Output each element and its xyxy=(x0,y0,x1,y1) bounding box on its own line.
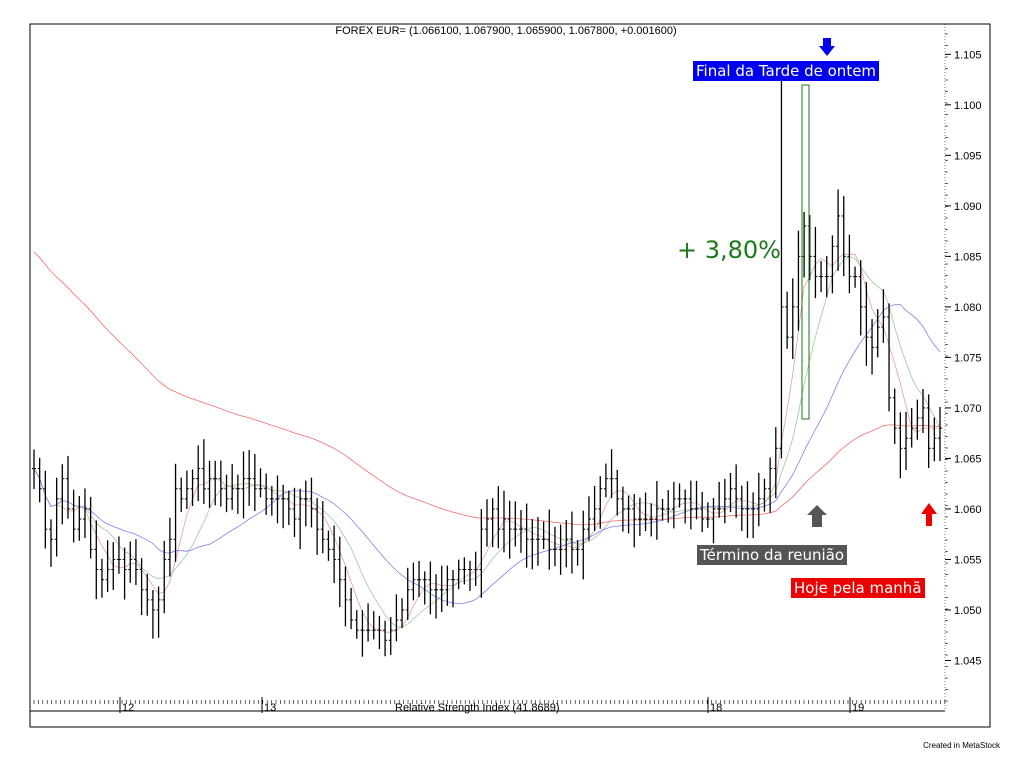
label-final-da-tarde: Final da Tarde de ontem xyxy=(693,61,880,81)
y-tick-label: 1.055 xyxy=(954,554,982,566)
label-hoje-manha: Hoje pela manhã xyxy=(791,578,925,598)
ohlc-bars xyxy=(32,69,942,657)
gain-annotation: + 3,80% xyxy=(677,236,781,264)
ma-very-long-line xyxy=(33,251,941,526)
ma-long-line xyxy=(33,304,941,604)
ma-medium-line xyxy=(33,255,941,628)
y-tick-label: 1.090 xyxy=(954,201,982,213)
x-tick-label: 12 xyxy=(122,702,134,714)
y-tick-label: 1.050 xyxy=(954,605,982,617)
arrow-down-blue-icon xyxy=(819,38,835,56)
arrow-up-red-icon xyxy=(921,503,937,526)
label-termino-reuniao: Término da reunião xyxy=(697,545,848,565)
x-axis: 12 13 18 19 xyxy=(33,697,946,714)
y-tick-label: 1.060 xyxy=(954,504,982,516)
y-tick-label: 1.070 xyxy=(954,403,982,415)
plot-frame xyxy=(29,23,991,728)
x-tick-label: 19 xyxy=(852,702,864,714)
y-tick-label: 1.105 xyxy=(954,49,982,61)
gain-box xyxy=(801,84,810,420)
x-tick-label: 18 xyxy=(710,702,722,714)
y-tick-label: 1.075 xyxy=(954,352,982,364)
ma-short-line xyxy=(33,253,940,633)
y-tick-label: 1.080 xyxy=(954,302,982,314)
y-axis: 1.045 1.050 1.055 1.060 1.065 1.070 1.075 1.080… xyxy=(945,33,982,702)
y-tick-label: 1.100 xyxy=(954,100,982,112)
arrow-up-gray-icon xyxy=(807,505,827,527)
credit-text: Created in MetaStock xyxy=(923,741,1000,750)
x-tick-label: 13 xyxy=(264,702,276,714)
chart-title: FOREX EUR= (1.066100, 1.067900, 1.065900… xyxy=(335,25,677,37)
y-tick-label: 1.095 xyxy=(954,150,982,162)
indicator-label: Relative Strength Index (41.8689) xyxy=(395,702,560,714)
y-tick-label: 1.085 xyxy=(954,251,982,263)
y-tick-label: 1.065 xyxy=(954,453,982,465)
y-tick-label: 1.045 xyxy=(954,655,982,667)
